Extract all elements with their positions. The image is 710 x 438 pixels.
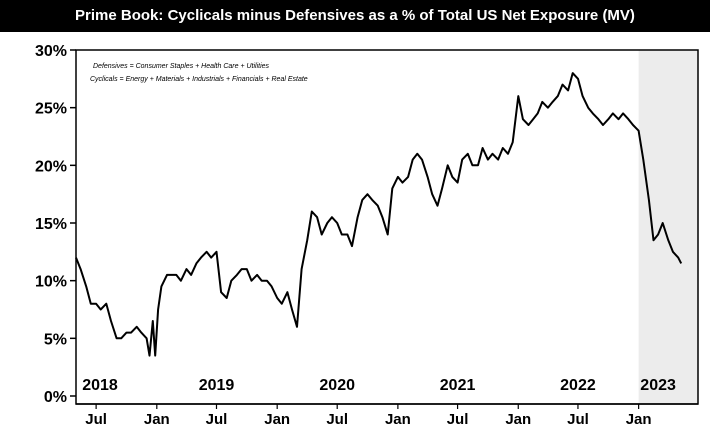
annotation-text: Cyclicals = Energy + Materials + Industr… xyxy=(90,76,308,83)
year-label: 2023 xyxy=(640,377,676,394)
y-tick-label: 25% xyxy=(35,101,67,118)
x-tick-label: Jan xyxy=(626,411,652,428)
series-line xyxy=(75,72,683,357)
x-tick-label: Jul xyxy=(85,411,107,428)
chart-title: Prime Book: Cyclicals minus Defensives a… xyxy=(0,0,710,32)
year-label: 2022 xyxy=(560,377,596,394)
x-tick-label: Jul xyxy=(326,411,348,428)
y-tick-label: 0% xyxy=(44,389,67,406)
annotation-box: Defensives = Consumer Staples + Health C… xyxy=(90,63,308,83)
x-tick-label: Jul xyxy=(206,411,228,428)
y-tick-label: 5% xyxy=(44,331,67,348)
chart-area: 0%5%10%15%20%25%30% Jul Jan Jul Jan Jul Jan Ju… xyxy=(35,43,699,428)
year-labels: 2018 2019 2020 2021 2022 2023 xyxy=(82,377,676,394)
x-tick-label: Jan xyxy=(264,411,290,428)
year-label: 2018 xyxy=(82,377,118,394)
x-tick-label: Jan xyxy=(144,411,170,428)
year-label: 2019 xyxy=(199,377,235,394)
annotation-text: Defensives = Consumer Staples + Health C… xyxy=(93,63,270,70)
y-tick-label: 15% xyxy=(35,216,67,233)
y-tick-label: 10% xyxy=(35,274,67,291)
x-axis: Jul Jan Jul Jan Jul Jan Jul Jan Jul Jan xyxy=(76,403,698,428)
y-tick-label: 20% xyxy=(35,158,67,175)
x-tick-label: Jan xyxy=(505,411,531,428)
plot-frame xyxy=(75,49,699,405)
year-label: 2020 xyxy=(319,377,355,394)
y-tick-label: 30% xyxy=(35,43,67,60)
x-tick-label: Jan xyxy=(385,411,411,428)
plot-series xyxy=(75,72,683,357)
x-tick-label: Jul xyxy=(447,411,469,428)
x-tick-label: Jul xyxy=(567,411,589,428)
y-axis: 0% 5% 10% 15% 20% 25% 30% xyxy=(35,43,76,406)
year-label: 2021 xyxy=(440,377,476,394)
shaded-region-2023 xyxy=(638,50,698,404)
